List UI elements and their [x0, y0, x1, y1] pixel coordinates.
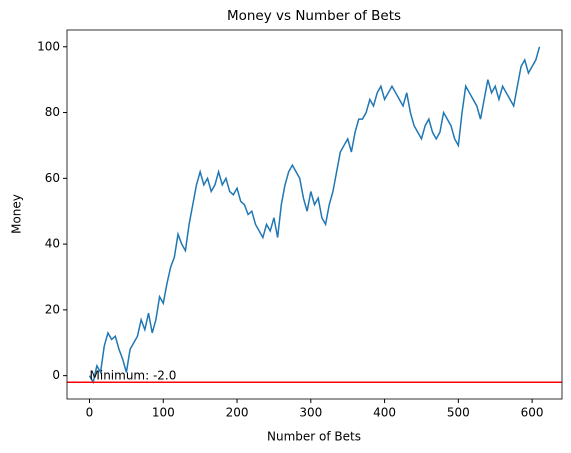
chart-title: Money vs Number of Bets: [227, 8, 401, 24]
x-tick-label: 100: [152, 406, 175, 420]
y-tick-label: 60: [45, 171, 60, 185]
y-axis-label: Money: [10, 194, 24, 234]
y-tick-label: 40: [45, 237, 60, 251]
y-tick-label: 20: [45, 302, 60, 316]
x-tick-label: 0: [86, 406, 94, 420]
axes-frame: [66, 29, 563, 400]
x-axis-label: Number of Bets: [267, 430, 361, 444]
x-tick-label: 500: [447, 406, 470, 420]
y-tick-label: 80: [45, 105, 60, 119]
x-tick-label: 300: [299, 406, 322, 420]
annotation: Minimum: -2.0: [90, 369, 177, 383]
line-series: [88, 46, 541, 385]
y-tick-label: 100: [37, 39, 60, 53]
x-tick-label: 600: [521, 406, 544, 420]
x-tick-label: 200: [226, 406, 249, 420]
y-tick-label: 0: [52, 368, 60, 382]
x-tick-label: 400: [373, 406, 396, 420]
